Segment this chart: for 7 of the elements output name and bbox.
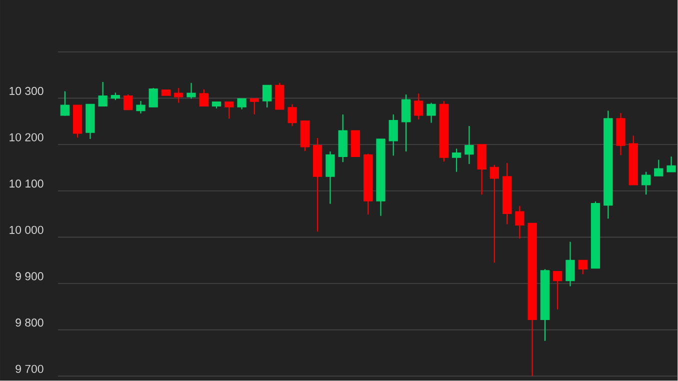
- y-tick-label: 9 900: [16, 272, 44, 280]
- y-tick-label: 10 300: [10, 87, 44, 96]
- y-tick-label: 9 700: [16, 364, 44, 374]
- y-tick-label: 10 100: [10, 180, 44, 188]
- y-tick-label: 10 200: [10, 133, 44, 142]
- y-tick-label: 9 800: [16, 318, 44, 327]
- y-tick-label: 10 000: [10, 226, 44, 234]
